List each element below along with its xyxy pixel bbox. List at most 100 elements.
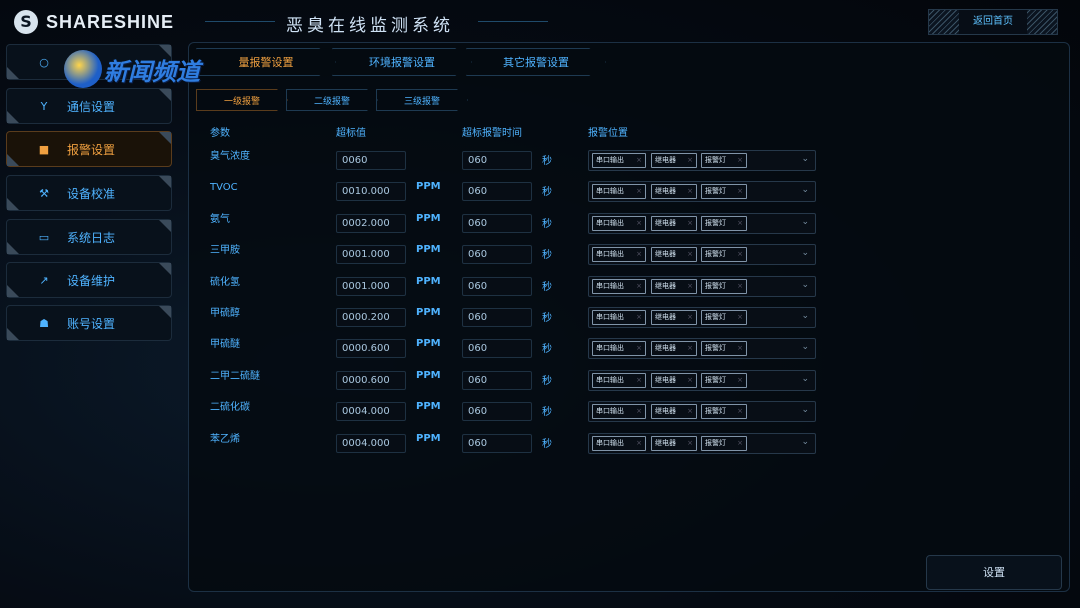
location-tag[interactable]: 继电器 × bbox=[651, 435, 697, 451]
threshold-input[interactable]: 0004.000 bbox=[336, 433, 406, 453]
remove-tag-icon[interactable]: × bbox=[687, 281, 693, 290]
subtab-2[interactable]: 三级报警 bbox=[376, 89, 468, 111]
remove-tag-icon[interactable]: × bbox=[687, 438, 693, 447]
time-input[interactable]: 060 bbox=[462, 182, 532, 202]
location-tag[interactable]: 继电器 × bbox=[651, 247, 697, 263]
location-select[interactable]: 串口输出 × 继电器 × 报警灯 × ⌄ bbox=[588, 150, 816, 171]
sidebar-item-5[interactable]: ↗ 设备维护 bbox=[6, 262, 172, 298]
remove-tag-icon[interactable]: × bbox=[737, 218, 743, 227]
location-tag[interactable]: 串口输出 × bbox=[592, 310, 646, 325]
location-tag[interactable]: 串口输出 × bbox=[592, 215, 646, 231]
remove-tag-icon[interactable]: × bbox=[737, 344, 743, 353]
home-button[interactable]: 返回首页 bbox=[928, 9, 1058, 35]
remove-tag-icon[interactable]: × bbox=[636, 156, 642, 164]
time-input[interactable]: 060 bbox=[462, 308, 532, 327]
chevron-down-icon[interactable]: ⌄ bbox=[801, 216, 809, 227]
remove-tag-icon[interactable]: × bbox=[636, 187, 642, 196]
tab-2[interactable]: 其它报警设置 bbox=[466, 48, 606, 76]
remove-tag-icon[interactable]: × bbox=[687, 313, 693, 321]
time-input[interactable]: 060 bbox=[462, 402, 532, 422]
sidebar-item-1[interactable]: Y 通信设置 bbox=[6, 88, 172, 124]
location-tag[interactable]: 报警灯 × bbox=[701, 310, 747, 325]
threshold-input[interactable]: 0000.600 bbox=[336, 370, 406, 390]
location-tag[interactable]: 报警灯 × bbox=[701, 215, 747, 231]
time-input[interactable]: 060 bbox=[462, 151, 532, 170]
threshold-input[interactable]: 0010.000 bbox=[336, 182, 406, 202]
remove-tag-icon[interactable]: × bbox=[636, 281, 642, 290]
location-tag[interactable]: 报警灯 × bbox=[701, 278, 747, 294]
chevron-down-icon[interactable]: ⌄ bbox=[801, 248, 809, 259]
location-select[interactable]: 串口输出 × 继电器 × 报警灯 × ⌄ bbox=[588, 401, 816, 423]
location-select[interactable]: 串口输出 × 继电器 × 报警灯 × ⌄ bbox=[588, 369, 816, 391]
remove-tag-icon[interactable]: × bbox=[687, 375, 693, 384]
threshold-input[interactable]: 0060 bbox=[336, 151, 406, 170]
remove-tag-icon[interactable]: × bbox=[636, 344, 642, 353]
location-tag[interactable]: 继电器 × bbox=[651, 372, 697, 388]
location-tag[interactable]: 报警灯 × bbox=[701, 341, 747, 357]
remove-tag-icon[interactable]: × bbox=[636, 375, 642, 384]
chevron-down-icon[interactable]: ⌄ bbox=[801, 311, 809, 321]
chevron-down-icon[interactable]: ⌄ bbox=[801, 279, 809, 290]
remove-tag-icon[interactable]: × bbox=[737, 438, 743, 447]
location-select[interactable]: 串口输出 × 继电器 × 报警灯 × ⌄ bbox=[588, 275, 816, 297]
remove-tag-icon[interactable]: × bbox=[737, 187, 743, 196]
remove-tag-icon[interactable]: × bbox=[636, 313, 642, 321]
remove-tag-icon[interactable]: × bbox=[737, 281, 743, 290]
location-tag[interactable]: 报警灯 × bbox=[701, 435, 747, 451]
location-tag[interactable]: 串口输出 × bbox=[592, 372, 646, 388]
remove-tag-icon[interactable]: × bbox=[737, 156, 743, 164]
remove-tag-icon[interactable]: × bbox=[737, 313, 743, 321]
location-tag[interactable]: 串口输出 × bbox=[592, 435, 646, 451]
chevron-down-icon[interactable]: ⌄ bbox=[801, 185, 809, 196]
remove-tag-icon[interactable]: × bbox=[687, 156, 693, 164]
chevron-down-icon[interactable]: ⌄ bbox=[801, 154, 809, 164]
chevron-down-icon[interactable]: ⌄ bbox=[801, 436, 809, 447]
location-tag[interactable]: 继电器 × bbox=[651, 404, 697, 420]
location-tag[interactable]: 报警灯 × bbox=[701, 153, 747, 168]
location-tag[interactable]: 继电器 × bbox=[651, 153, 697, 168]
threshold-input[interactable]: 0000.600 bbox=[336, 339, 406, 359]
location-tag[interactable]: 继电器 × bbox=[651, 278, 697, 294]
remove-tag-icon[interactable]: × bbox=[687, 187, 693, 196]
sidebar-item-4[interactable]: ▭ 系统日志 bbox=[6, 219, 172, 255]
time-input[interactable]: 060 bbox=[462, 245, 532, 265]
location-tag[interactable]: 报警灯 × bbox=[701, 184, 747, 200]
location-tag[interactable]: 串口输出 × bbox=[592, 247, 646, 263]
location-select[interactable]: 串口输出 × 继电器 × 报警灯 × ⌄ bbox=[588, 432, 816, 454]
location-tag[interactable]: 报警灯 × bbox=[701, 372, 747, 388]
location-select[interactable]: 串口输出 × 继电器 × 报警灯 × ⌄ bbox=[588, 212, 816, 234]
remove-tag-icon[interactable]: × bbox=[636, 250, 642, 259]
location-tag[interactable]: 报警灯 × bbox=[701, 404, 747, 420]
time-input[interactable]: 060 bbox=[462, 339, 532, 359]
threshold-input[interactable]: 0001.000 bbox=[336, 245, 406, 265]
sidebar-item-6[interactable]: ☗ 账号设置 bbox=[6, 305, 172, 341]
threshold-input[interactable]: 0001.000 bbox=[336, 276, 406, 296]
remove-tag-icon[interactable]: × bbox=[687, 250, 693, 259]
time-input[interactable]: 060 bbox=[462, 276, 532, 296]
time-input[interactable]: 060 bbox=[462, 370, 532, 390]
remove-tag-icon[interactable]: × bbox=[737, 375, 743, 384]
chevron-down-icon[interactable]: ⌄ bbox=[801, 373, 809, 384]
location-tag[interactable]: 串口输出 × bbox=[592, 278, 646, 294]
remove-tag-icon[interactable]: × bbox=[687, 344, 693, 353]
location-select[interactable]: 串口输出 × 继电器 × 报警灯 × ⌄ bbox=[588, 181, 816, 203]
time-input[interactable]: 060 bbox=[462, 433, 532, 453]
location-tag[interactable]: 继电器 × bbox=[651, 215, 697, 231]
location-select[interactable]: 串口输出 × 继电器 × 报警灯 × ⌄ bbox=[588, 338, 816, 360]
threshold-input[interactable]: 0002.000 bbox=[336, 213, 406, 233]
location-tag[interactable]: 串口输出 × bbox=[592, 404, 646, 420]
location-tag[interactable]: 继电器 × bbox=[651, 310, 697, 325]
remove-tag-icon[interactable]: × bbox=[737, 250, 743, 259]
chevron-down-icon[interactable]: ⌄ bbox=[801, 405, 809, 416]
location-select[interactable]: 串口输出 × 继电器 × 报警灯 × ⌄ bbox=[588, 244, 816, 266]
tab-0[interactable]: 量报警设置 bbox=[196, 48, 336, 76]
chevron-down-icon[interactable]: ⌄ bbox=[801, 342, 809, 353]
location-tag[interactable]: 继电器 × bbox=[651, 341, 697, 357]
location-select[interactable]: 串口输出 × 继电器 × 报警灯 × ⌄ bbox=[588, 307, 816, 328]
location-tag[interactable]: 串口输出 × bbox=[592, 184, 646, 200]
threshold-input[interactable]: 0004.000 bbox=[336, 402, 406, 422]
location-tag[interactable]: 串口输出 × bbox=[592, 341, 646, 357]
location-tag[interactable]: 串口输出 × bbox=[592, 153, 646, 168]
sidebar-item-3[interactable]: ⚒ 设备校准 bbox=[6, 175, 172, 211]
location-tag[interactable]: 报警灯 × bbox=[701, 247, 747, 263]
